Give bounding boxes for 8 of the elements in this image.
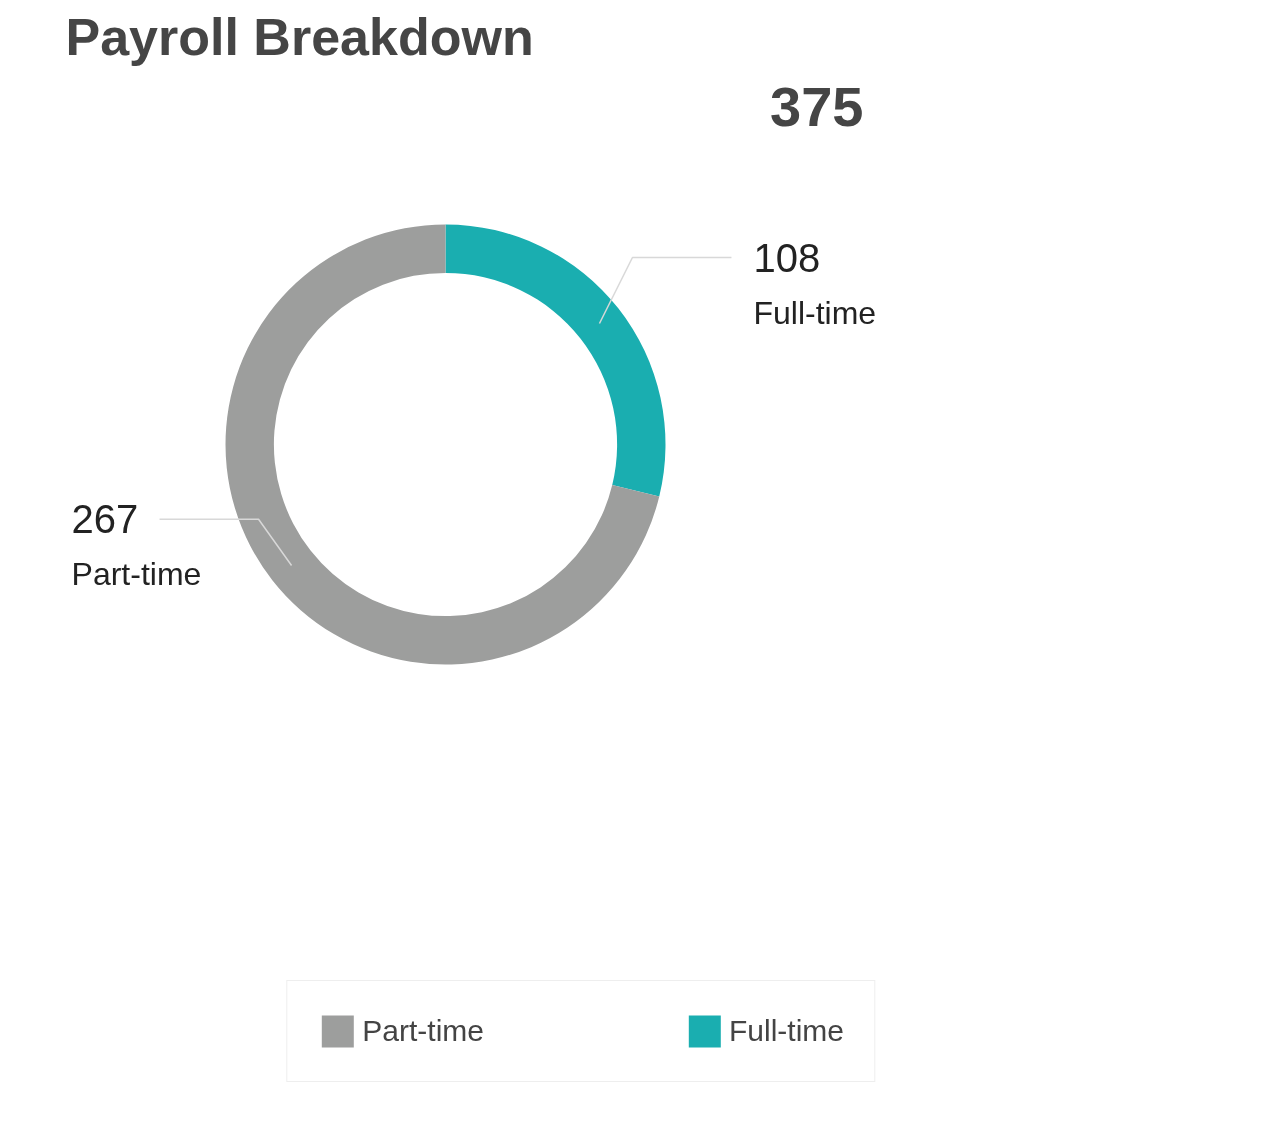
data-label: 108: [753, 235, 821, 280]
text: 375: [770, 74, 864, 138]
slice-label: Full-time: [753, 294, 877, 331]
legend-label: Part-time: [362, 1014, 484, 1048]
slice-label: Part-time: [71, 556, 202, 593]
chart-title: Payroll Breakdown: [65, 7, 534, 66]
data-label: 267: [71, 497, 139, 542]
legend-label: Full-time: [728, 1014, 844, 1048]
